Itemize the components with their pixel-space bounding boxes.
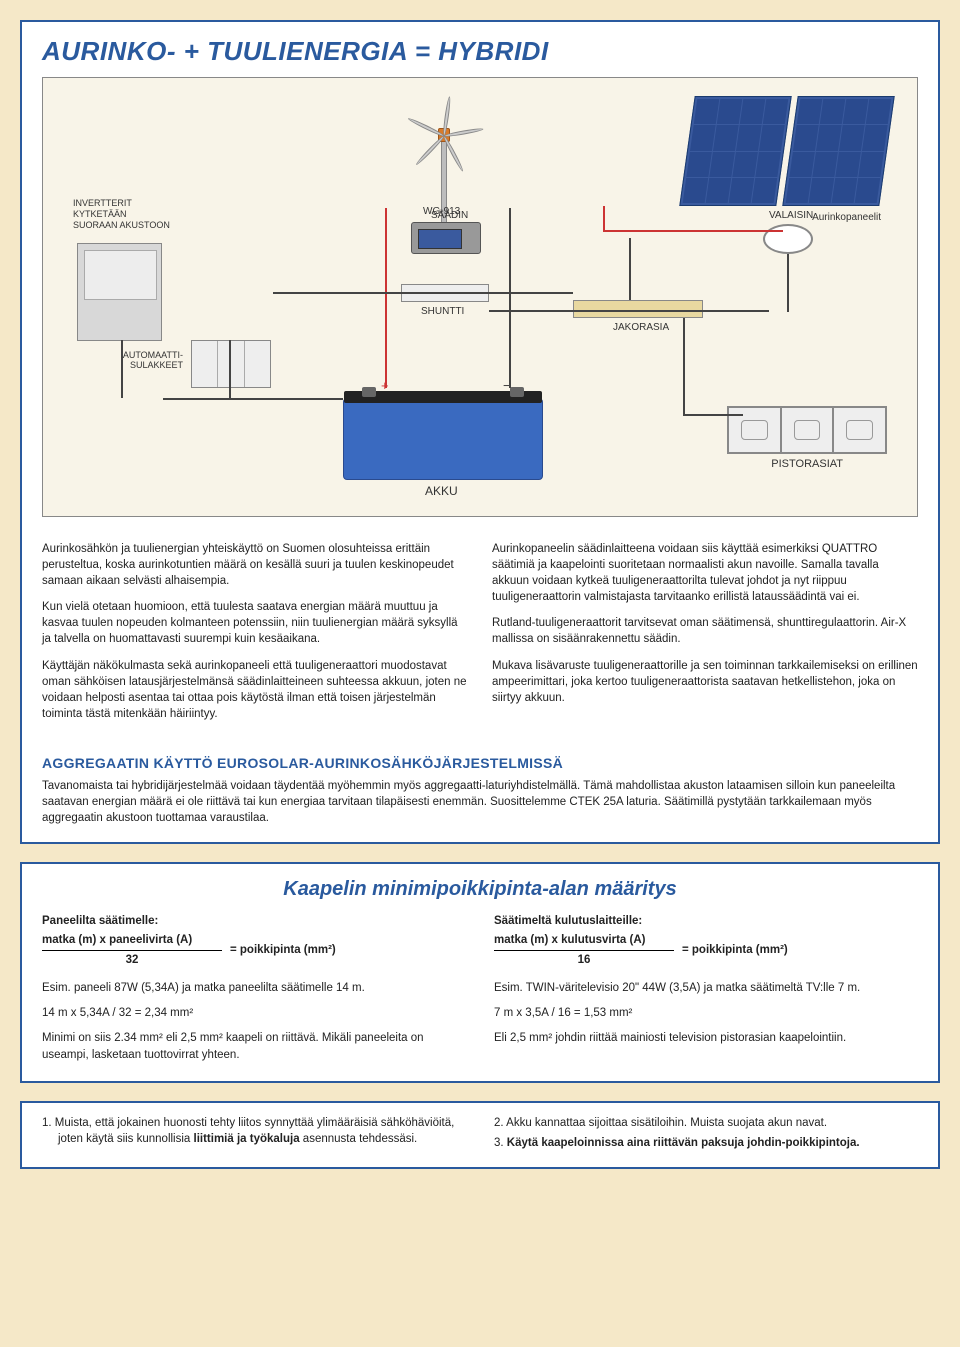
body-left-p1: Aurinkosähkön ja tuulienergian yhteiskäy… — [42, 541, 468, 589]
body-columns: Aurinkosähkön ja tuulienergian yhteiskäy… — [22, 535, 938, 750]
cable-right-formula-top: matka (m) x kulutusvirta (A) — [494, 932, 674, 949]
inverter-icon — [77, 243, 162, 341]
hybrid-system-diagram: WG-913 Aurinkopaneelit INVERTTERIT KYTKE… — [42, 77, 918, 517]
body-right-p3: Mukava lisävaruste tuuligeneraattorille … — [492, 658, 918, 706]
lamp-label: VALAISIN — [769, 210, 813, 221]
body-left-p2: Kun vielä otetaan huomioon, että tuulest… — [42, 599, 468, 647]
cable-left-ex3: Minimi on siis 2.34 mm² eli 2,5 mm² kaap… — [42, 1030, 466, 1065]
cable-right-ex3: Eli 2,5 mm² johdin riittää mainiosti tel… — [494, 1030, 918, 1047]
body-left-col: Aurinkosähkön ja tuulienergian yhteiskäy… — [42, 541, 468, 732]
page-title: AURINKO- + TUULIENERGIA = HYBRIDI — [22, 22, 938, 73]
controller-icon — [411, 222, 481, 254]
lamp-icon — [763, 224, 813, 254]
footnotes-panel: 1. Muista, että jokainen huonosti tehty … — [20, 1101, 940, 1169]
footnote-2: 2. Akku kannattaa sijoittaa sisätiloihin… — [494, 1115, 918, 1131]
breaker-icon — [191, 340, 271, 388]
cable-right-heading: Säätimeltä kulutuslaitteille: — [494, 915, 642, 927]
aggregate-section: AGGREGAATIN KÄYTTÖ EUROSOLAR-AURINKOSÄHK… — [22, 750, 938, 842]
cable-left-heading: Paneelilta säätimelle: — [42, 915, 158, 927]
shunt-label: SHUNTTI — [421, 306, 464, 317]
body-left-p3: Käyttäjän näkökulmasta sekä aurinkopanee… — [42, 658, 468, 722]
battery-label: AKKU — [425, 484, 458, 498]
aggregate-text: Tavanomaista tai hybridijärjestelmää voi… — [42, 778, 918, 826]
junction-box-label: JAKORASIA — [613, 322, 669, 333]
cable-right-formula-div: 16 — [494, 952, 674, 969]
junction-box-icon — [573, 300, 703, 318]
cable-left-formula-top: matka (m) x paneelivirta (A) — [42, 932, 222, 949]
cable-sizing-panel: Kaapelin minimipoikkipinta-alan määritys… — [20, 862, 940, 1083]
solar-panel-icon — [679, 96, 894, 206]
cable-right-col: Säätimeltä kulutuslaitteille: matka (m) … — [494, 913, 918, 1065]
breaker-label: AUTOMAATTI-SULAKKEET — [103, 350, 183, 370]
cable-right-formula-eq: = poikkipinta (mm²) — [682, 942, 788, 959]
controller-label: SÄÄDIN — [431, 210, 468, 221]
inverter-label: INVERTTERIT KYTKETÄÄN SUORAAN AKUSTOON — [73, 198, 173, 230]
cable-left-ex1: Esim. paneeli 87W (5,34A) ja matka panee… — [42, 980, 466, 997]
cable-left-col: Paneelilta säätimelle: matka (m) x panee… — [42, 913, 466, 1065]
body-right-col: Aurinkopaneelin säädinlaitteena voidaan … — [492, 541, 918, 732]
body-right-p1: Aurinkopaneelin säädinlaitteena voidaan … — [492, 541, 918, 605]
cable-right-ex1: Esim. TWIN-väritelevisio 20" 44W (3,5A) … — [494, 980, 918, 997]
footnote-1: 1. Muista, että jokainen huonosti tehty … — [42, 1115, 466, 1147]
solar-panel-label: Aurinkopaneelit — [812, 212, 881, 223]
body-right-p2: Rutland-tuuligeneraattorit tarvitsevat o… — [492, 615, 918, 647]
footnote-3: 3. Käytä kaapeloinnissa aina riittävän p… — [494, 1135, 918, 1151]
cable-left-ex2: 14 m x 5,34A / 32 = 2,34 mm² — [42, 1005, 466, 1022]
outlet-icon — [727, 406, 887, 454]
main-panel: AURINKO- + TUULIENERGIA = HYBRIDI WG-913… — [20, 20, 940, 844]
footnote-left: 1. Muista, että jokainen huonosti tehty … — [42, 1115, 466, 1155]
battery-icon — [343, 398, 543, 480]
footnote-right: 2. Akku kannattaa sijoittaa sisätiloihin… — [494, 1115, 918, 1155]
cable-left-formula-div: 32 — [42, 952, 222, 969]
wind-turbine-icon — [393, 96, 493, 186]
aggregate-title: AGGREGAATIN KÄYTTÖ EUROSOLAR-AURINKOSÄHK… — [42, 754, 918, 774]
cable-sizing-title: Kaapelin minimipoikkipinta-alan määritys — [42, 878, 918, 901]
cable-left-formula-eq: = poikkipinta (mm²) — [230, 942, 336, 959]
cable-right-ex2: 7 m x 3,5A / 16 = 1,53 mm² — [494, 1005, 918, 1022]
outlet-label: PISTORASIAT — [771, 458, 843, 470]
